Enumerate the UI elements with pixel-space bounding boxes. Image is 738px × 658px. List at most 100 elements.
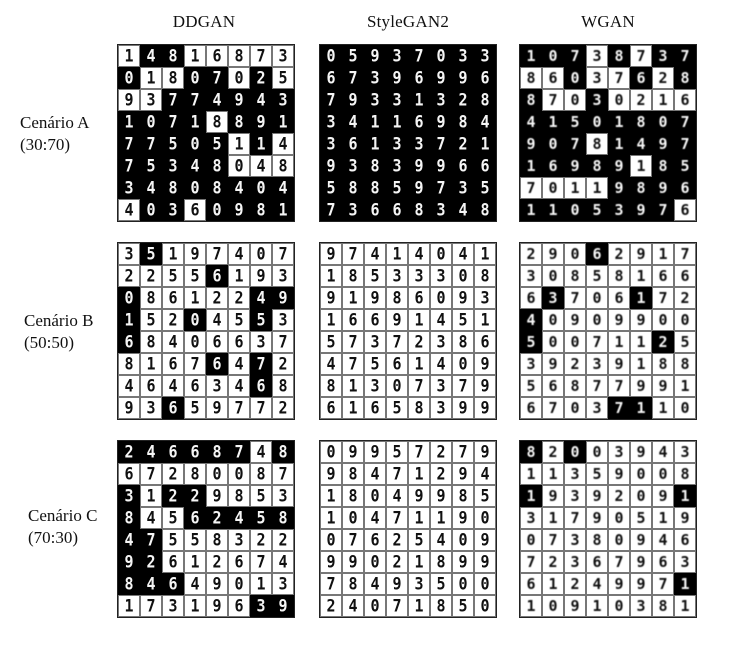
- digit-glyph: 2: [256, 530, 266, 550]
- digit-sample: 8: [118, 507, 140, 529]
- digit-glyph: 6: [234, 596, 244, 616]
- digit-glyph: 7: [168, 90, 178, 110]
- digit-sample: 9: [452, 551, 474, 573]
- digit-sample: 7: [118, 133, 140, 155]
- digit-glyph: 3: [278, 266, 288, 286]
- digit-sample: 5: [250, 507, 272, 529]
- digit-sample: 6: [118, 463, 140, 485]
- digit-sample: 0: [608, 529, 630, 551]
- row-label-c-name: Cenário C: [28, 506, 98, 525]
- digit-sample: 6: [364, 529, 386, 551]
- digit-glyph: 9: [414, 486, 424, 506]
- digit-glyph: 9: [480, 398, 490, 418]
- digit-glyph: 9: [392, 310, 402, 330]
- digit-sample: 3: [608, 441, 630, 463]
- digit-glyph: 9: [212, 398, 222, 418]
- digit-sample: 2: [184, 485, 206, 507]
- digit-glyph: 9: [326, 464, 336, 484]
- digit-sample: 2: [250, 529, 272, 551]
- digit-sample: 6: [586, 551, 608, 573]
- digit-sample: 0: [564, 67, 586, 89]
- digit-glyph: 8: [348, 486, 358, 506]
- digit-sample: 5: [386, 397, 408, 419]
- digit-sample: 1: [320, 485, 342, 507]
- digit-sample: 1: [184, 45, 206, 67]
- digit-sample: 4: [430, 309, 452, 331]
- digit-sample: 6: [206, 353, 228, 375]
- digit-sample: 7: [564, 507, 586, 529]
- digit-sample: 1: [140, 353, 162, 375]
- digit-glyph: 4: [436, 310, 446, 330]
- digit-glyph: 0: [480, 508, 490, 528]
- digit-glyph: 3: [570, 465, 580, 483]
- row-label-c: Cenário C (70:30): [28, 505, 97, 549]
- digit-glyph: 2: [436, 442, 446, 462]
- digit-glyph: 9: [636, 531, 646, 549]
- digit-glyph: 6: [212, 266, 222, 286]
- digit-glyph: 6: [190, 442, 200, 462]
- digit-sample: 4: [228, 353, 250, 375]
- digit-sample: 0: [140, 111, 162, 133]
- digit-glyph: 0: [570, 245, 580, 263]
- digit-glyph: 6: [636, 69, 646, 87]
- digit-glyph: 1: [658, 399, 668, 417]
- digit-glyph: 8: [348, 266, 358, 286]
- digit-sample: 5: [162, 133, 184, 155]
- digit-glyph: 6: [168, 442, 178, 462]
- digit-sample: 8: [140, 287, 162, 309]
- digit-sample: 2: [452, 89, 474, 111]
- digit-glyph: 1: [680, 575, 690, 593]
- digit-glyph: 4: [124, 376, 134, 396]
- digit-sample: 9: [608, 177, 630, 199]
- digit-sample: 7: [520, 177, 542, 199]
- digit-glyph: 7: [436, 178, 446, 198]
- digit-glyph: 3: [124, 178, 134, 198]
- digit-glyph: 6: [212, 332, 222, 352]
- digit-sample: 6: [140, 375, 162, 397]
- digit-glyph: 3: [436, 200, 446, 220]
- digit-sample: 8: [206, 155, 228, 177]
- digit-sample: 4: [452, 243, 474, 265]
- column-title-stylegan2: StyleGAN2: [366, 12, 450, 31]
- digit-glyph: 4: [278, 178, 288, 198]
- digit-sample: 3: [118, 177, 140, 199]
- digit-glyph: 1: [414, 354, 424, 374]
- digit-sample: 1: [652, 89, 674, 111]
- digit-glyph: 6: [146, 376, 156, 396]
- digit-sample: 8: [162, 177, 184, 199]
- digit-sample: 7: [542, 89, 564, 111]
- digit-glyph: 7: [436, 134, 446, 154]
- digit-glyph: 8: [614, 267, 624, 285]
- digit-glyph: 7: [680, 135, 690, 153]
- digit-sample: 3: [586, 89, 608, 111]
- digit-glyph: 4: [256, 442, 266, 462]
- digit-sample: 6: [474, 155, 496, 177]
- digit-glyph: 9: [526, 135, 536, 153]
- digit-sample: 7: [608, 67, 630, 89]
- digit-glyph: 8: [414, 398, 424, 418]
- digit-glyph: 7: [256, 46, 266, 66]
- digit-sample: 6: [386, 353, 408, 375]
- digit-glyph: 5: [680, 157, 690, 175]
- digit-glyph: 6: [256, 376, 266, 396]
- digit-sample: 3: [272, 485, 294, 507]
- digit-glyph: 0: [548, 333, 558, 351]
- digit-sample: 3: [674, 441, 696, 463]
- digit-glyph: 4: [636, 135, 646, 153]
- digit-sample: 5: [520, 375, 542, 397]
- digit-glyph: 6: [168, 354, 178, 374]
- digit-glyph: 1: [636, 355, 646, 373]
- digit-glyph: 9: [658, 377, 668, 395]
- digit-sample: 9: [118, 551, 140, 573]
- digit-sample: 2: [564, 573, 586, 595]
- digit-sample: 3: [250, 595, 272, 617]
- digit-glyph: 6: [348, 310, 358, 330]
- digit-glyph: 1: [436, 508, 446, 528]
- digit-sample: 4: [364, 463, 386, 485]
- digit-sample: 8: [430, 551, 452, 573]
- digit-glyph: 1: [636, 399, 646, 417]
- digit-glyph: 2: [146, 552, 156, 572]
- digit-sample: 7: [342, 67, 364, 89]
- digit-sample: 6: [184, 199, 206, 221]
